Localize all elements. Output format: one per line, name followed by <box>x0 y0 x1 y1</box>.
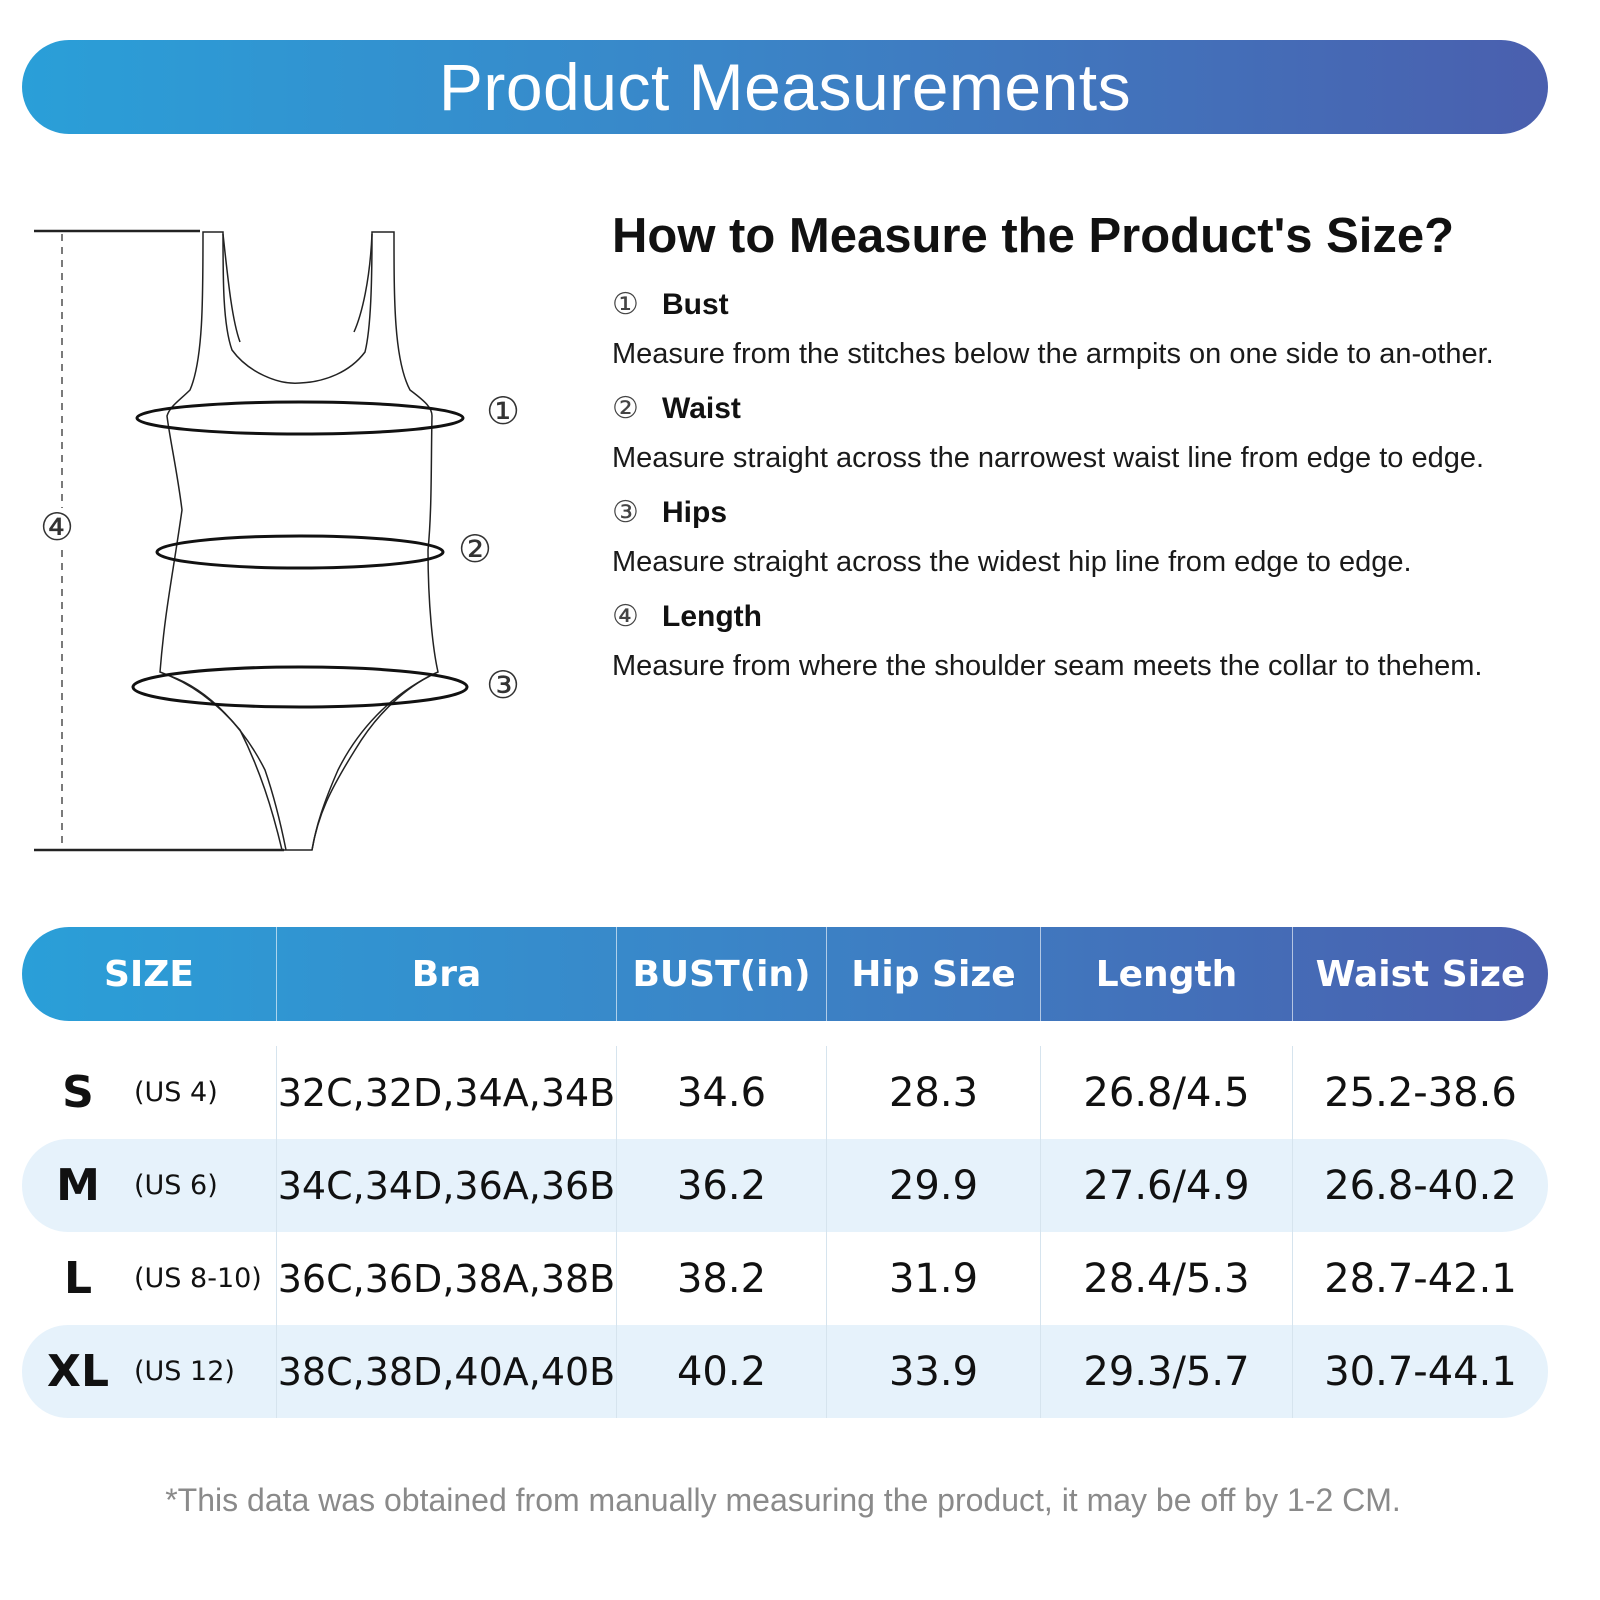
hip-cell: 31.9 <box>826 1232 1040 1325</box>
table-row: M (US 6) 34C,34D,36A,36B 36.2 29.9 27.6/… <box>22 1139 1548 1232</box>
header-size: SIZE <box>103 953 195 995</box>
step-title: Waist <box>662 391 741 425</box>
bust-cell: 38.2 <box>616 1232 826 1325</box>
header-length: Length <box>1040 927 1292 1021</box>
bust-marker: ① <box>486 389 520 433</box>
step-hips: ③ Hips Measure straight across the wides… <box>612 496 1504 580</box>
length-cell: 29.3/5.7 <box>1040 1325 1292 1418</box>
leg-inner-left <box>169 675 287 851</box>
length-cell: 27.6/4.9 <box>1040 1139 1292 1232</box>
us-size: (US 6) <box>134 1170 218 1201</box>
table-row: L (US 8-10) 36C,36D,38A,38B 38.2 31.9 28… <box>22 1232 1548 1325</box>
bust-cell: 36.2 <box>616 1139 826 1232</box>
table-body: S (US 4) 32C,32D,34A,34B 34.6 28.3 26.8/… <box>22 1046 1548 1418</box>
strap-inner-left <box>222 233 241 343</box>
size-cell: S (US 4) <box>22 1046 276 1139</box>
leg-inner-right <box>311 675 431 851</box>
length-cell: 28.4/5.3 <box>1040 1232 1292 1325</box>
step-length: ④ Length Measure from where the shoulder… <box>612 600 1504 684</box>
hip-cell: 29.9 <box>826 1139 1040 1232</box>
step-bust: ① Bust Measure from the stitches below t… <box>612 288 1504 372</box>
size-chart-table: SIZE Bra BUST(in) Hip Size Length Waist … <box>22 927 1548 1418</box>
bra-cell: 34C,34D,36A,36B <box>276 1139 616 1232</box>
waist-cell: 25.2-38.6 <box>1292 1046 1548 1139</box>
bra-cell: 38C,38D,40A,40B <box>276 1325 616 1418</box>
header-hip: Hip Size <box>826 927 1040 1021</box>
hips-marker: ③ <box>486 663 520 707</box>
step-description: Measure straight across the narrowest wa… <box>612 441 1485 474</box>
how-to-measure-section: How to Measure the Product's Size? ① Bus… <box>612 209 1504 704</box>
step-number: ③ <box>612 494 639 530</box>
step-title: Length <box>662 599 762 633</box>
waist-marker: ② <box>458 527 492 571</box>
bra-cell: 36C,36D,38A,38B <box>276 1232 616 1325</box>
swimsuit-diagram: ① ② ③ ④ <box>34 229 520 852</box>
hip-cell: 33.9 <box>826 1325 1040 1418</box>
header-banner: Product Measurements <box>22 40 1548 134</box>
length-marker: ④ <box>40 505 74 549</box>
table-header-row: SIZE Bra BUST(in) Hip Size Length Waist … <box>22 927 1548 1021</box>
table-row: S (US 4) 32C,32D,34A,34B 34.6 28.3 26.8/… <box>22 1046 1548 1139</box>
size-cell: M (US 6) <box>22 1139 276 1232</box>
hip-cell: 28.3 <box>826 1046 1040 1139</box>
step-description: Measure from the stitches below the armp… <box>612 337 1494 370</box>
swimsuit-outline <box>159 231 439 851</box>
waist-cell: 28.7-42.1 <box>1292 1232 1548 1325</box>
waist-cell: 30.7-44.1 <box>1292 1325 1548 1418</box>
step-title: Bust <box>662 287 729 321</box>
size-code: XL <box>47 1346 109 1397</box>
bust-measure-ring <box>135 400 465 436</box>
length-cell: 26.8/4.5 <box>1040 1046 1292 1139</box>
us-size: (US 8-10) <box>134 1263 262 1294</box>
disclaimer-footnote: *This data was obtained from manually me… <box>165 1482 1401 1518</box>
hips-measure-ring <box>131 665 469 709</box>
bust-cell: 40.2 <box>616 1325 826 1418</box>
us-size: (US 12) <box>134 1356 235 1387</box>
waist-cell: 26.8-40.2 <box>1292 1139 1548 1232</box>
size-cell: XL (US 12) <box>22 1325 276 1418</box>
step-description: Measure from where the shoulder seam mee… <box>612 649 1483 682</box>
waist-measure-ring <box>155 534 445 570</box>
bra-cell: 32C,32D,34A,34B <box>276 1046 616 1139</box>
strap-inner-right <box>353 233 373 333</box>
size-code: S <box>62 1067 94 1118</box>
page-title: Product Measurements <box>438 50 1132 124</box>
header-bust: BUST(in) <box>616 927 826 1021</box>
step-number: ② <box>612 390 639 426</box>
step-number: ④ <box>612 598 639 634</box>
step-number: ① <box>612 286 639 322</box>
step-waist: ② Waist Measure straight across the narr… <box>612 392 1504 476</box>
table-row: XL (US 12) 38C,38D,40A,40B 40.2 33.9 29.… <box>22 1325 1548 1418</box>
step-title: Hips <box>662 495 728 529</box>
size-code: L <box>63 1253 93 1304</box>
header-bra: Bra <box>276 927 616 1021</box>
how-to-title: How to Measure the Product's Size? <box>612 209 1455 263</box>
header-waist: Waist Size <box>1292 927 1548 1021</box>
size-code: M <box>56 1160 100 1211</box>
us-size: (US 4) <box>134 1077 218 1108</box>
size-cell: L (US 8-10) <box>22 1232 276 1325</box>
step-description: Measure straight across the widest hip l… <box>612 545 1412 578</box>
bust-cell: 34.6 <box>616 1046 826 1139</box>
